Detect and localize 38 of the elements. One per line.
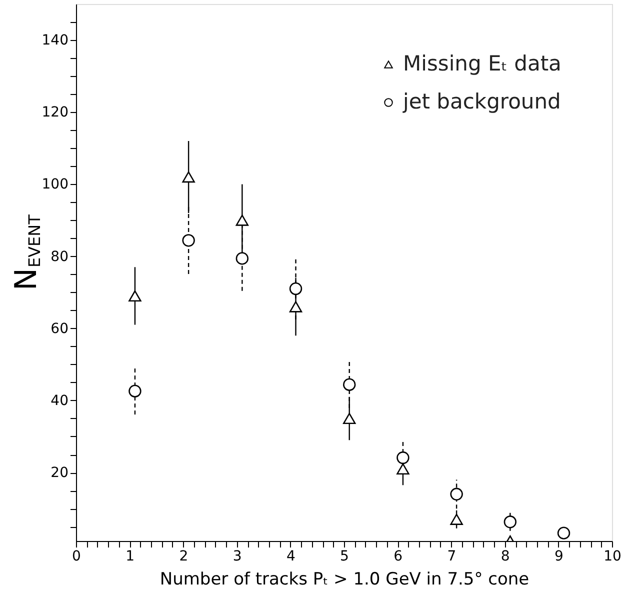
x-tick-label: 6 [394,548,403,564]
x-axis-title: Number of tracks Pₜ > 1.0 GeV in 7.5° cone [160,570,530,590]
y-tick-label: 20 [50,465,68,482]
point [343,412,356,424]
point [182,171,195,183]
y-tick-label: 100 [42,176,68,193]
y-tick-label: 120 [42,104,68,121]
x-tick-label: 10 [604,548,622,564]
x-tick-label: 1 [126,548,135,564]
y-tick-label: 60 [50,320,68,337]
x-tick-label: 3 [232,548,242,564]
x-tick-label: 4 [286,548,296,564]
point [557,526,570,540]
x-tick-label: 2 [179,548,188,564]
point [236,214,249,226]
point [236,252,249,265]
x-tick-label: 9 [554,548,564,564]
point [396,451,410,464]
point [396,463,410,475]
point [128,384,142,398]
x-tick-label: 0 [72,548,81,564]
legend-label: Missing Eₜ data [403,52,562,76]
y-axis-title: NEVENT [9,214,44,290]
point [450,514,463,525]
point [128,290,142,302]
y-tick-label: 80 [50,248,68,265]
x-tick-label: 7 [447,548,456,564]
x-tick-label: 8 [500,548,510,564]
y-tick-label: 40 [50,392,68,409]
point [289,301,302,312]
y-tick-label: 140 [42,32,68,49]
point [450,488,463,500]
x-tick-label: 5 [340,548,349,564]
point [182,234,195,247]
point [289,282,302,296]
point [343,378,356,391]
legend-label: jet background [402,90,561,114]
point [504,516,517,528]
